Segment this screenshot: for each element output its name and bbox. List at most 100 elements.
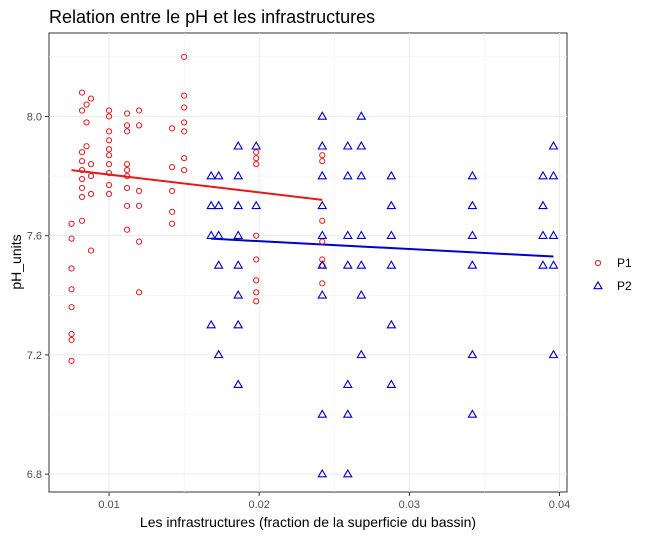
data-point-p1 [181, 119, 188, 126]
data-point-p1 [135, 202, 143, 209]
data-point-p2 [213, 349, 224, 359]
data-point-p1 [105, 152, 113, 159]
legend-item-p1: P1 [594, 256, 632, 270]
y-tick-label: 8.0 [27, 111, 42, 123]
y-tick-label: 6.8 [27, 469, 42, 481]
data-point-p1 [78, 184, 86, 192]
data-point-p2 [386, 319, 397, 329]
x-tick-label: 0.04 [549, 499, 570, 511]
data-point-p2 [206, 200, 217, 210]
data-point-p2 [233, 200, 244, 210]
data-point-p2 [317, 140, 328, 150]
data-point-p1 [253, 289, 260, 296]
data-point-p1 [135, 187, 143, 195]
data-point-p1 [123, 226, 131, 233]
data-point-p1 [319, 217, 326, 224]
data-point-p2 [233, 230, 244, 239]
data-point-p1 [87, 161, 95, 168]
data-point-p2 [356, 230, 367, 239]
data-point-p1 [181, 92, 188, 99]
data-point-p2 [538, 260, 548, 269]
data-point-p2 [386, 379, 397, 388]
data-point-p1 [87, 172, 95, 180]
data-point-p1 [78, 158, 86, 165]
data-point-p1 [319, 152, 326, 159]
data-point-p1 [123, 110, 131, 117]
data-point-p2 [233, 319, 244, 329]
data-point-p2 [356, 140, 367, 150]
data-point-p1 [135, 289, 143, 296]
data-point-p2 [233, 170, 244, 180]
chart-title: Relation entre le pH et les infrastructu… [49, 7, 375, 27]
y-tick-label: 7.2 [27, 350, 42, 362]
data-point-p1 [169, 187, 176, 195]
data-point-p1 [83, 143, 90, 150]
data-point-p2 [317, 260, 328, 269]
legend-item-p2: P2 [593, 279, 632, 293]
legend-key-triangle [593, 280, 603, 290]
data-point-p1 [253, 161, 260, 168]
data-point-p1 [68, 220, 75, 227]
data-point-p2 [356, 170, 367, 180]
y-axis: 6.8 7.2 7.6 8.0 [27, 111, 49, 481]
data-point-p2 [342, 170, 353, 180]
data-point-p2 [317, 230, 328, 239]
data-point-p1 [78, 175, 86, 183]
data-point-p1 [68, 357, 75, 364]
data-point-p2 [548, 349, 559, 359]
data-point-p1 [181, 104, 188, 111]
data-point-p2 [233, 260, 244, 269]
data-point-p1 [181, 155, 188, 162]
data-point-p1 [319, 280, 326, 287]
data-point-p2 [342, 260, 353, 269]
data-point-p1 [105, 190, 113, 198]
data-point-p1 [253, 149, 260, 156]
data-point-p2 [356, 260, 367, 269]
data-point-p1 [123, 202, 131, 209]
data-point-p1 [68, 265, 75, 272]
x-axis-title: Les infrastructures (fraction de la supe… [140, 514, 476, 530]
data-point-p2 [317, 468, 328, 478]
data-point-p1 [105, 181, 113, 189]
data-point-p1 [181, 128, 188, 135]
data-point-p2 [467, 170, 478, 180]
data-point-p1 [105, 107, 113, 114]
grid-lines [49, 33, 567, 492]
data-point-p2 [317, 289, 328, 299]
x-axis: 0.01 0.02 0.03 0.04 [98, 492, 570, 511]
data-point-p2 [317, 200, 328, 210]
data-point-p2 [386, 230, 397, 239]
data-point-p1 [135, 238, 143, 245]
data-point-p1 [319, 158, 326, 165]
data-point-p1 [135, 122, 143, 129]
data-point-p2 [538, 170, 548, 180]
data-point-p1 [169, 208, 176, 215]
data-point-p2 [317, 111, 328, 120]
data-point-p2 [251, 140, 262, 150]
data-point-p2 [548, 230, 559, 239]
data-point-p1 [253, 277, 260, 284]
data-point-p2 [467, 230, 478, 239]
series-p2 [206, 111, 559, 478]
data-point-p1 [78, 167, 86, 174]
data-point-p2 [356, 349, 367, 359]
data-point-p1 [78, 217, 86, 224]
data-point-p2 [386, 170, 397, 180]
data-point-p2 [317, 409, 328, 418]
data-point-p1 [319, 238, 326, 245]
legend-label: P2 [617, 279, 632, 293]
data-point-p2 [356, 289, 367, 299]
data-point-p1 [123, 172, 131, 180]
data-point-p1 [78, 107, 86, 114]
data-point-p1 [78, 193, 86, 201]
data-point-p2 [467, 200, 478, 210]
series-p1 [68, 53, 326, 364]
data-point-p1 [123, 122, 131, 129]
data-point-p1 [105, 146, 113, 153]
y-axis-title: pH_units [8, 234, 24, 289]
data-point-p1 [181, 53, 188, 60]
data-point-p1 [123, 167, 131, 174]
legend-label: P1 [617, 256, 632, 270]
data-point-p2 [213, 170, 224, 180]
